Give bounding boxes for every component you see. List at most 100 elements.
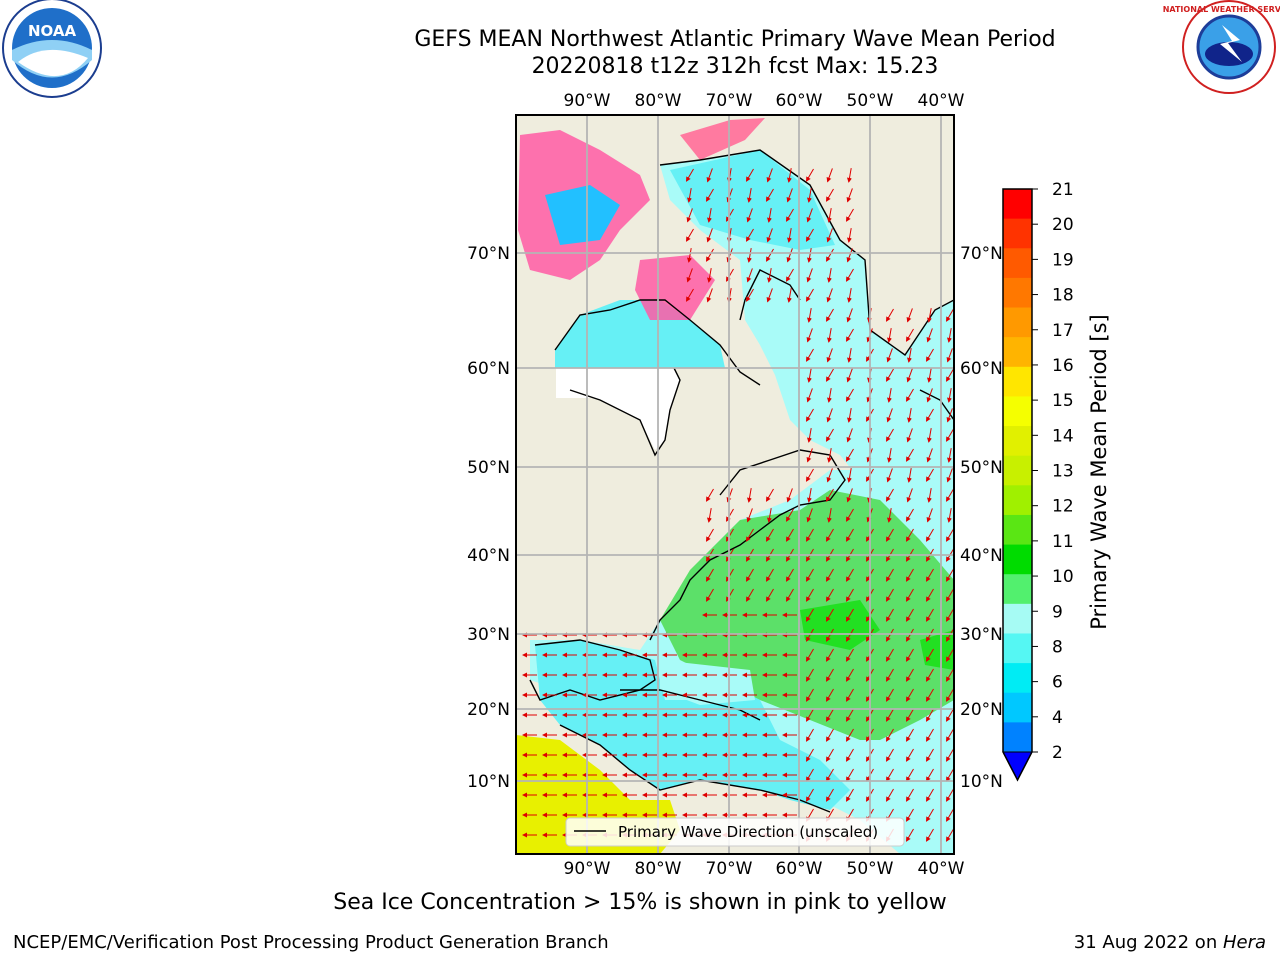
wave-direction-arrow: [805, 408, 814, 422]
gulf-caribbean: [535, 640, 850, 810]
wave-direction-arrow: [807, 188, 812, 203]
wave-direction-arrow: [926, 388, 933, 403]
wave-direction-arrow: [945, 368, 954, 382]
wave-direction-arrow: [906, 508, 914, 522]
wave-direction-arrow: [846, 528, 854, 542]
wave-direction-arrow: [786, 508, 794, 522]
wave-direction-arrow: [806, 588, 814, 602]
wave-direction-arrow: [906, 308, 913, 323]
wave-direction-arrow: [786, 488, 793, 503]
wave-direction-arrow: [886, 748, 894, 762]
wave-direction-arrow: [845, 268, 854, 282]
wave-direction-arrow: [906, 368, 913, 383]
wave-direction-arrow: [927, 488, 932, 503]
lat-label-right: 40°N: [960, 546, 1003, 566]
lon-label-bottom: 90°W: [564, 859, 611, 879]
wave-direction-arrow: [945, 308, 954, 322]
map-frame: [515, 114, 955, 855]
noaa-logo-icon: NOAA: [2, 0, 102, 98]
colorbar-tick-label: 18: [1052, 286, 1074, 306]
wave-direction-arrow: [686, 268, 693, 283]
colorbar-tick-label: 21: [1052, 180, 1074, 200]
lat-label-right: 30°N: [960, 625, 1003, 645]
wave-direction-arrow: [926, 828, 934, 842]
wave-direction-arrow: [906, 428, 913, 443]
wave-direction-arrow: [807, 428, 812, 443]
wave-direction-arrow: [846, 668, 854, 682]
wave-direction-arrow: [885, 428, 894, 442]
colorbar-tick-label: 14: [1052, 426, 1074, 446]
lat-label-left: 60°N: [467, 359, 510, 379]
colorbar-segment: [1003, 218, 1032, 249]
colorbar-tick-label: 20: [1052, 215, 1074, 235]
lat-label-left: 20°N: [467, 700, 510, 720]
wave-direction-arrow: [846, 188, 853, 203]
wave-direction-arrow: [825, 368, 834, 382]
wave-direction-arrow: [926, 588, 934, 602]
wave-direction-arrow: [826, 228, 833, 243]
wave-direction-arrow: [907, 348, 912, 363]
wave-direction-arrow: [847, 348, 852, 363]
wave-direction-arrow: [845, 448, 854, 462]
colorbar-segment: [1003, 514, 1032, 546]
wave-direction-arrow: [826, 188, 834, 202]
wave-direction-arrow: [906, 488, 913, 503]
wave-direction-arrow: [825, 488, 834, 502]
wave-direction-arrow: [946, 768, 954, 782]
wave-direction-arrow: [926, 728, 934, 742]
wave-direction-arrow: [746, 508, 753, 523]
wave-direction-arrow: [787, 168, 792, 183]
wave-direction-arrow: [766, 568, 774, 582]
wave-direction-arrow: [806, 508, 813, 523]
wave-direction-arrow: [946, 468, 953, 483]
wave-direction-arrow: [825, 308, 834, 322]
wave-direction-arrow: [887, 328, 892, 343]
wave-direction-arrow: [826, 348, 833, 363]
wave-direction-arrow: [946, 348, 953, 363]
wave-direction-arrow: [926, 768, 934, 782]
colorbar-tick-label: 16: [1052, 356, 1074, 376]
wave-direction-arrow: [886, 628, 894, 642]
colorbar-segment: [1003, 603, 1032, 634]
wave-direction-arrow: [905, 448, 914, 462]
wave-direction-arrow: [725, 268, 734, 282]
wave-direction-arrow: [747, 188, 752, 203]
wave-direction-arrow: [786, 568, 794, 582]
wave-direction-arrow: [705, 488, 714, 502]
wave-direction-arrow: [946, 748, 954, 762]
wave-direction-arrow: [685, 288, 694, 302]
wave-direction-arrow: [846, 508, 854, 522]
wave-direction-arrow: [946, 788, 954, 802]
wave-direction-arrow: [846, 788, 854, 802]
wave-direction-arrow: [926, 708, 934, 722]
wave-direction-arrow: [806, 768, 814, 782]
wave-direction-arrow: [827, 268, 832, 283]
nws-logo-icon: NATIONAL WEATHER SERVICE: [1163, 0, 1280, 94]
wave-direction-arrow: [746, 228, 754, 242]
wave-direction-arrow: [706, 528, 714, 542]
wave-direction-arrow: [846, 308, 853, 323]
wave-direction-arrow: [706, 568, 714, 582]
wave-direction-arrow: [846, 208, 854, 222]
wave-direction-arrow: [687, 188, 692, 203]
wave-direction-arrow: [886, 348, 893, 363]
chart-subtitle: 20220818 t12z 312h fcst Max: 15.23: [531, 54, 939, 79]
wave-direction-arrow: [805, 348, 814, 362]
wave-direction-arrow: [826, 768, 834, 782]
wave-direction-arrow: [846, 728, 854, 742]
wave-direction-arrow: [887, 388, 892, 403]
wave-direction-arrow: [806, 388, 813, 403]
wave-direction-arrow: [926, 648, 934, 662]
wave-direction-arrow: [906, 608, 914, 622]
colorbar-segment: [1003, 277, 1032, 309]
wave-direction-arrow: [945, 488, 954, 502]
lat-label-right: 50°N: [960, 458, 1003, 478]
wave-direction-arrow: [925, 408, 934, 422]
wave-direction-arrow: [946, 828, 954, 842]
wave-direction-arrow: [765, 248, 774, 262]
wave-direction-arrow: [886, 528, 894, 542]
colorbar-segment: [1003, 189, 1032, 220]
wave-direction-arrow: [926, 608, 934, 622]
wave-direction-arrow: [846, 608, 854, 622]
